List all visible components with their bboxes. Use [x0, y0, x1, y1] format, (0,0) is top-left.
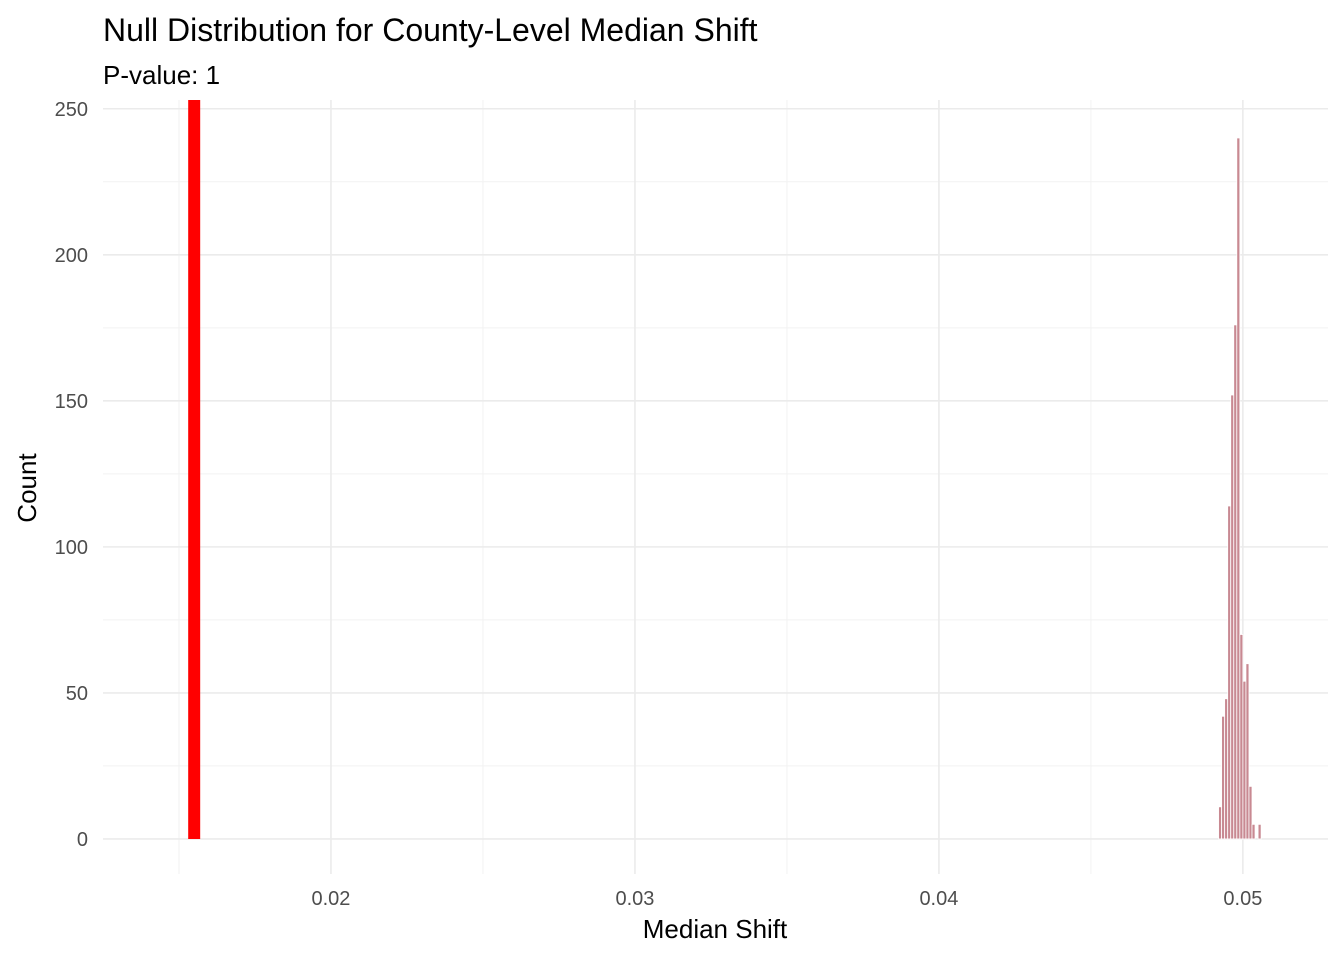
- histogram-bar-6: [1236, 137, 1241, 840]
- histogram-bar-3: [1227, 505, 1232, 840]
- histogram-bar-1: [1221, 715, 1226, 840]
- y-tick-label-0: 0: [77, 829, 88, 851]
- histogram-bar-4: [1230, 394, 1235, 840]
- chart-subtitle: P-value: 1: [103, 60, 220, 90]
- y-tick-label-3: 150: [55, 391, 88, 413]
- histogram-bars: [1218, 137, 1262, 840]
- histogram-bar-2: [1224, 698, 1229, 840]
- y-tick-label-5: 250: [55, 99, 88, 121]
- y-axis-ticks: 0 50 100 150 200 250: [55, 99, 88, 851]
- histogram-bar-7: [1239, 634, 1244, 840]
- chart-title: Null Distribution for County-Level Media…: [103, 12, 758, 48]
- grid-major: [103, 100, 1328, 874]
- histogram-bar-9: [1245, 663, 1250, 840]
- histogram-bar-8: [1242, 680, 1247, 840]
- y-tick-label-2: 100: [55, 537, 88, 559]
- x-tick-label-3: 0.05: [1223, 888, 1262, 910]
- x-tick-label-0: 0.02: [312, 888, 351, 910]
- histogram-bar-5: [1233, 324, 1238, 840]
- x-tick-label-2: 0.04: [919, 888, 958, 910]
- y-tick-label-4: 200: [55, 245, 88, 267]
- histogram-bar-12: [1257, 823, 1262, 840]
- x-tick-label-1: 0.03: [615, 888, 654, 910]
- y-axis-label: Count: [12, 453, 42, 523]
- histogram-bar-11: [1251, 823, 1256, 840]
- histogram-bar-10: [1248, 785, 1253, 840]
- histogram-bar-0: [1218, 806, 1223, 840]
- y-tick-label-1: 50: [66, 683, 88, 705]
- grid-minor: [103, 100, 1328, 874]
- x-axis-ticks: 0.02 0.03 0.04 0.05: [312, 888, 1263, 910]
- x-axis-label: Median Shift: [643, 914, 788, 944]
